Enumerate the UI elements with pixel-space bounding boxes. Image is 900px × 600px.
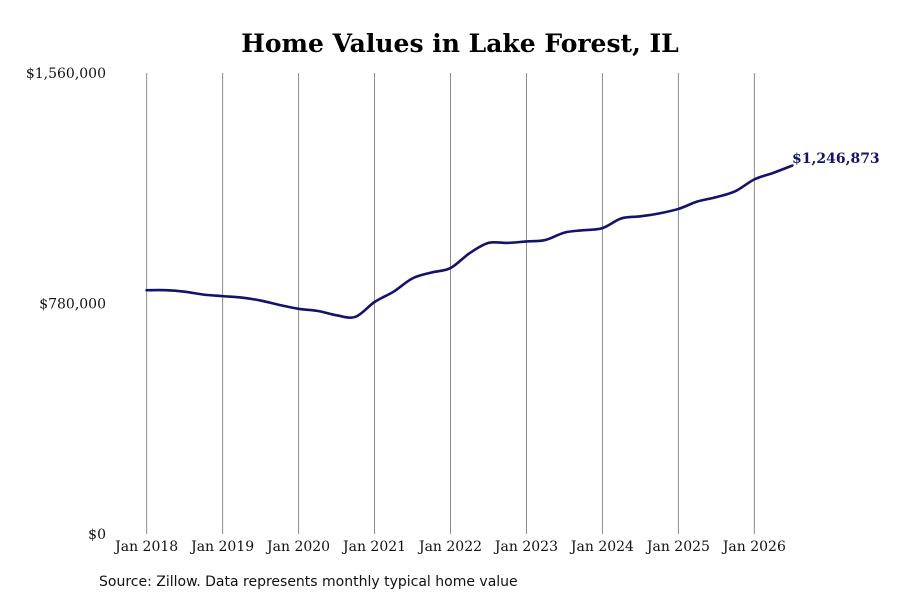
x-axis-ticks: Jan 2018 Jan 2019 Jan 2020 Jan 2021 Jan 2022… xyxy=(113,539,786,555)
y-tick-label: $0 xyxy=(88,527,106,543)
x-tick-label: Jan 2025 xyxy=(645,539,710,555)
x-tick-label: Jan 2022 xyxy=(417,539,482,555)
y-axis-ticks: $0 $780,000 $1,560,000 xyxy=(26,66,106,543)
y-tick-label: $780,000 xyxy=(39,297,106,313)
grid-lines xyxy=(146,73,755,534)
series-layer xyxy=(145,164,794,319)
end-value-label: $1,246,873 xyxy=(792,151,880,167)
x-tick-label: Jan 2018 xyxy=(113,539,178,555)
series-line-0 xyxy=(145,164,794,319)
x-tick-label: Jan 2023 xyxy=(493,539,558,555)
x-tick-label: Jan 2019 xyxy=(189,539,254,555)
y-tick-label: $1,560,000 xyxy=(26,66,106,82)
x-tick-label: Jan 2021 xyxy=(341,539,406,555)
chart-title: Home Values in Lake Forest, IL xyxy=(241,29,679,58)
x-tick-label: Jan 2026 xyxy=(721,539,786,555)
x-tick-label: Jan 2024 xyxy=(569,539,634,555)
x-tick-label: Jan 2020 xyxy=(265,539,330,555)
source-note: Source: Zillow. Data represents monthly … xyxy=(99,574,518,590)
